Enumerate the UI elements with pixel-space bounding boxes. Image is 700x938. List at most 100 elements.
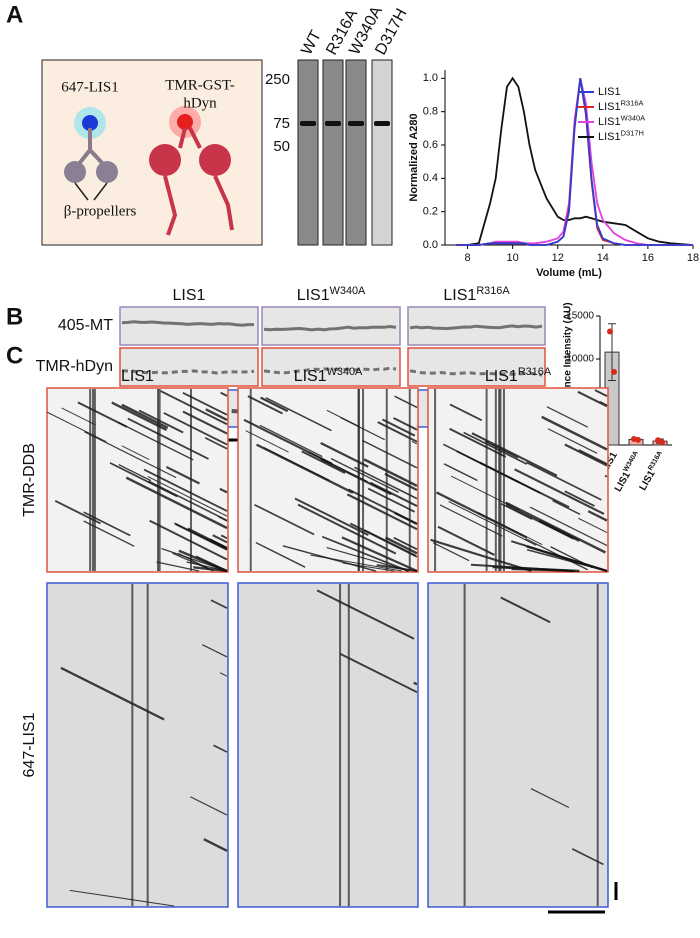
track bbox=[326, 546, 410, 572]
track bbox=[477, 511, 543, 546]
track bbox=[320, 441, 369, 468]
x-tick-label: 12 bbox=[552, 252, 564, 264]
legend-label: LIS1W340A bbox=[598, 114, 645, 128]
track bbox=[202, 644, 228, 658]
track bbox=[259, 424, 323, 458]
motor-domain bbox=[199, 144, 231, 176]
micrograph bbox=[261, 347, 401, 387]
track bbox=[367, 487, 415, 513]
filament bbox=[263, 366, 397, 375]
track bbox=[213, 744, 228, 753]
x-tick-label: LIS1R316A bbox=[636, 450, 667, 493]
track bbox=[172, 552, 214, 572]
y-tick-label: 0.4 bbox=[423, 172, 438, 184]
legend-label: LIS1R316A bbox=[598, 99, 643, 113]
filament bbox=[409, 324, 543, 331]
track bbox=[362, 439, 418, 469]
track bbox=[220, 391, 228, 397]
kymograph bbox=[427, 387, 609, 573]
track bbox=[578, 449, 608, 465]
track bbox=[190, 796, 228, 816]
pointer bbox=[74, 182, 108, 201]
y-tick-label: 1.0 bbox=[423, 72, 438, 84]
track bbox=[500, 502, 533, 520]
x-tick-label: 14 bbox=[597, 252, 609, 264]
track bbox=[307, 451, 368, 483]
track bbox=[203, 838, 228, 852]
track bbox=[256, 443, 354, 494]
panel-label: C bbox=[6, 342, 23, 369]
x-tick-label: 16 bbox=[642, 252, 654, 264]
row-label: 405-MT bbox=[58, 317, 113, 334]
row-label: TMR-DDB bbox=[21, 443, 38, 517]
y-axis-label: Normalized A280 bbox=[408, 113, 420, 201]
kymograph bbox=[237, 582, 419, 908]
x-tick-label: 18 bbox=[687, 252, 699, 264]
track bbox=[218, 516, 228, 522]
y-tick-label: 0.8 bbox=[423, 106, 438, 118]
track bbox=[301, 450, 346, 474]
track bbox=[530, 788, 570, 809]
series-line bbox=[456, 78, 693, 246]
track bbox=[529, 506, 608, 547]
track bbox=[564, 443, 608, 467]
track bbox=[394, 395, 418, 409]
mw-marker: 250 bbox=[265, 71, 290, 88]
track bbox=[219, 672, 228, 677]
track bbox=[118, 421, 194, 461]
data-point bbox=[611, 368, 617, 375]
fluorophore bbox=[177, 114, 193, 130]
track bbox=[219, 487, 228, 494]
column-title: LIS1 bbox=[121, 368, 154, 385]
kymograph bbox=[427, 582, 609, 908]
gel-band bbox=[325, 121, 341, 126]
kymograph-texture bbox=[463, 584, 604, 906]
filament bbox=[121, 320, 254, 327]
track bbox=[599, 400, 608, 406]
track bbox=[564, 490, 595, 507]
y-tick-label: 0.6 bbox=[423, 139, 438, 151]
kymograph-texture bbox=[60, 584, 228, 907]
track bbox=[316, 589, 415, 640]
track bbox=[430, 538, 532, 573]
track bbox=[413, 681, 418, 686]
column-title: LIS1W340A bbox=[294, 366, 363, 385]
gel-lane bbox=[371, 59, 393, 246]
panel-label: A bbox=[6, 1, 23, 28]
track bbox=[546, 406, 589, 428]
y-axis-label: LIS1 Fluorescence Intensity (AU) bbox=[563, 302, 574, 458]
track bbox=[449, 403, 483, 422]
column-title: LIS1 bbox=[173, 287, 206, 304]
track bbox=[348, 488, 418, 525]
schematic-label: β-propellers bbox=[64, 203, 137, 219]
gel-band bbox=[374, 121, 390, 126]
track bbox=[127, 417, 209, 460]
gel-lane bbox=[345, 59, 367, 246]
track bbox=[210, 599, 228, 609]
kymograph-texture bbox=[47, 389, 228, 573]
track bbox=[436, 491, 528, 539]
track bbox=[47, 411, 107, 443]
motor-domain bbox=[149, 144, 181, 176]
data-point bbox=[659, 439, 665, 446]
track bbox=[83, 511, 131, 537]
track bbox=[437, 525, 495, 556]
track bbox=[178, 549, 228, 573]
kymograph-texture bbox=[316, 584, 418, 906]
track bbox=[587, 510, 608, 522]
track bbox=[294, 497, 369, 537]
track bbox=[84, 431, 177, 479]
kymograph bbox=[46, 582, 229, 908]
track bbox=[177, 552, 209, 569]
track bbox=[393, 417, 418, 431]
track bbox=[149, 519, 228, 561]
fluorophore bbox=[82, 115, 98, 131]
propeller bbox=[96, 161, 118, 183]
track bbox=[69, 889, 175, 907]
track bbox=[339, 652, 418, 694]
schematic-label: TMR-GST- bbox=[165, 77, 234, 93]
series-line bbox=[456, 78, 693, 246]
micrograph bbox=[407, 347, 546, 387]
y-tick-label: 15000 bbox=[566, 311, 594, 322]
